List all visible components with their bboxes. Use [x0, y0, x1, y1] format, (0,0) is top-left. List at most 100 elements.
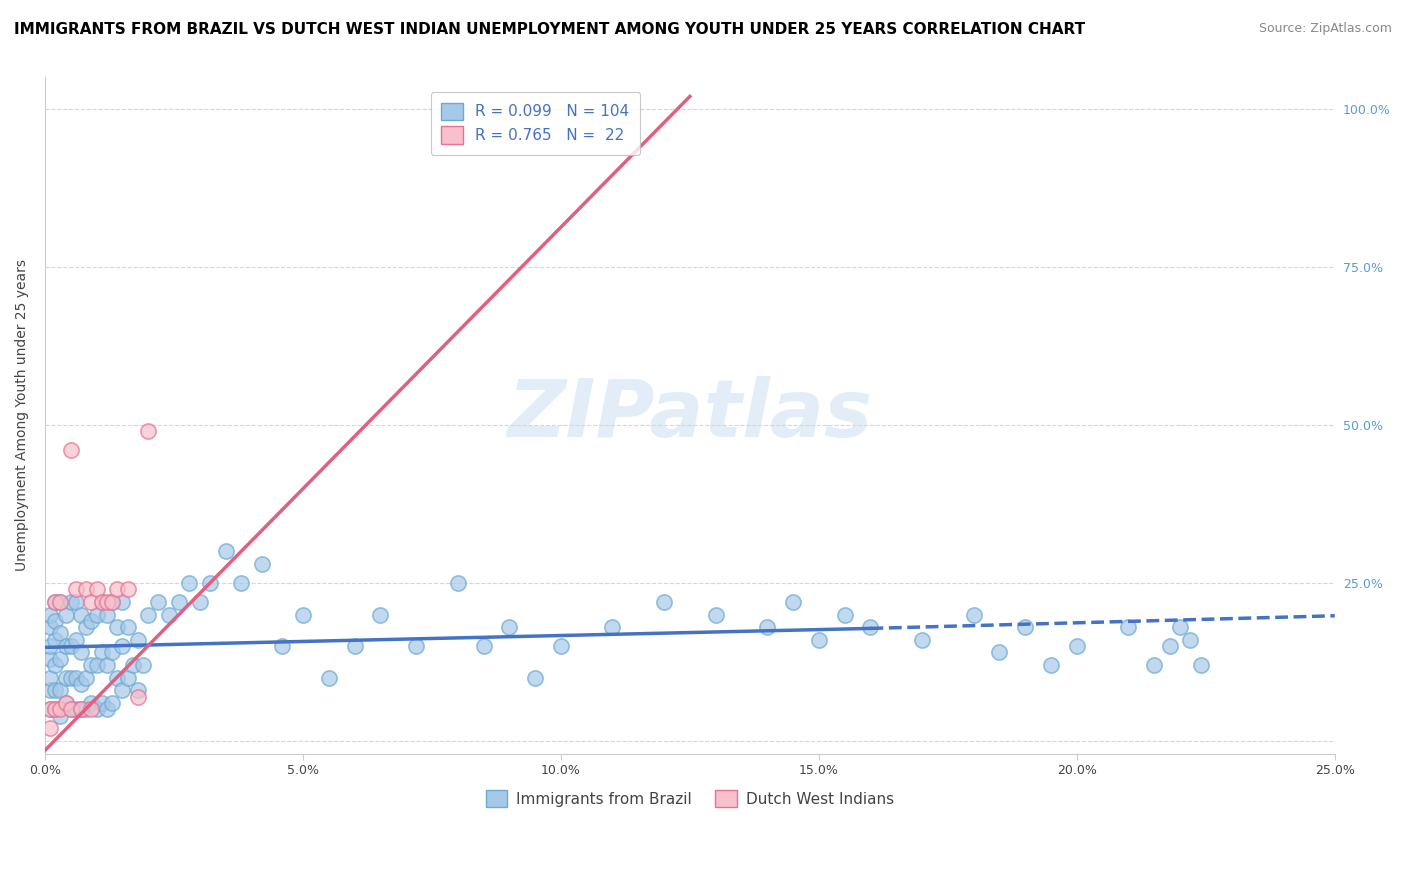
Point — [1143, 658, 1166, 673]
Point — [188, 595, 211, 609]
Point — [105, 582, 128, 597]
Point — [101, 595, 124, 609]
Point — [498, 620, 520, 634]
Point — [167, 595, 190, 609]
Point — [117, 582, 139, 597]
Point — [111, 595, 134, 609]
Point — [44, 658, 66, 673]
Point — [86, 702, 108, 716]
Point — [96, 658, 118, 673]
Point — [75, 582, 97, 597]
Point — [101, 645, 124, 659]
Point — [756, 620, 779, 634]
Point — [49, 702, 72, 716]
Point — [101, 696, 124, 710]
Point — [80, 702, 103, 716]
Point — [111, 639, 134, 653]
Point — [49, 595, 72, 609]
Point — [157, 607, 180, 622]
Point — [602, 620, 624, 634]
Point — [39, 651, 62, 665]
Point — [39, 607, 62, 622]
Point — [101, 595, 124, 609]
Point — [55, 696, 77, 710]
Point — [291, 607, 314, 622]
Point — [65, 595, 87, 609]
Point — [911, 632, 934, 647]
Point — [121, 658, 143, 673]
Point — [44, 702, 66, 716]
Point — [1040, 658, 1063, 673]
Point — [59, 702, 82, 716]
Point — [86, 607, 108, 622]
Point — [39, 702, 62, 716]
Point — [39, 683, 62, 698]
Point — [70, 677, 93, 691]
Point — [127, 690, 149, 704]
Point — [90, 595, 112, 609]
Point — [49, 683, 72, 698]
Point — [75, 702, 97, 716]
Point — [127, 632, 149, 647]
Point — [988, 645, 1011, 659]
Text: IMMIGRANTS FROM BRAZIL VS DUTCH WEST INDIAN UNEMPLOYMENT AMONG YOUTH UNDER 25 YE: IMMIGRANTS FROM BRAZIL VS DUTCH WEST IND… — [14, 22, 1085, 37]
Point — [214, 544, 236, 558]
Point — [1180, 632, 1202, 647]
Point — [49, 595, 72, 609]
Point — [148, 595, 170, 609]
Point — [318, 671, 340, 685]
Point — [70, 607, 93, 622]
Point — [44, 614, 66, 628]
Point — [1014, 620, 1036, 634]
Point — [75, 671, 97, 685]
Point — [80, 696, 103, 710]
Point — [80, 595, 103, 609]
Point — [179, 575, 201, 590]
Y-axis label: Unemployment Among Youth under 25 years: Unemployment Among Youth under 25 years — [15, 260, 30, 572]
Point — [75, 620, 97, 634]
Point — [80, 614, 103, 628]
Point — [250, 557, 273, 571]
Point — [524, 671, 547, 685]
Point — [405, 639, 427, 653]
Point — [105, 620, 128, 634]
Point — [39, 620, 62, 634]
Point — [86, 582, 108, 597]
Point — [807, 632, 830, 647]
Point — [59, 702, 82, 716]
Point — [59, 595, 82, 609]
Text: Source: ZipAtlas.com: Source: ZipAtlas.com — [1258, 22, 1392, 36]
Point — [1168, 620, 1191, 634]
Point — [80, 658, 103, 673]
Point — [1118, 620, 1140, 634]
Point — [44, 595, 66, 609]
Text: ZIPatlas: ZIPatlas — [508, 376, 872, 455]
Point — [550, 639, 572, 653]
Point — [55, 671, 77, 685]
Point — [447, 575, 470, 590]
Point — [704, 607, 727, 622]
Point — [39, 721, 62, 735]
Point — [59, 671, 82, 685]
Point — [55, 696, 77, 710]
Point — [59, 639, 82, 653]
Point — [44, 595, 66, 609]
Point — [1159, 639, 1181, 653]
Point — [70, 702, 93, 716]
Legend: Immigrants from Brazil, Dutch West Indians: Immigrants from Brazil, Dutch West India… — [479, 783, 900, 814]
Point — [65, 702, 87, 716]
Point — [90, 595, 112, 609]
Point — [127, 683, 149, 698]
Point — [90, 645, 112, 659]
Point — [136, 424, 159, 438]
Point — [105, 671, 128, 685]
Point — [49, 708, 72, 723]
Point — [39, 671, 62, 685]
Point — [44, 632, 66, 647]
Point — [96, 702, 118, 716]
Point — [198, 575, 221, 590]
Point — [44, 683, 66, 698]
Point — [39, 639, 62, 653]
Point — [111, 683, 134, 698]
Point — [59, 443, 82, 458]
